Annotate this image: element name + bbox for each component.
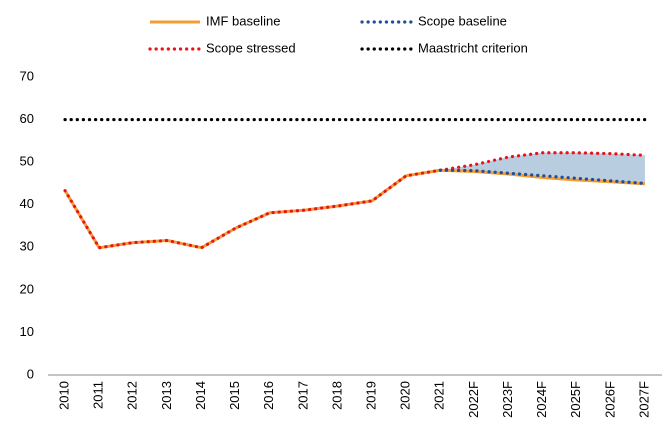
y-tick-label: 70	[20, 68, 34, 83]
y-tick-label: 0	[27, 366, 34, 381]
legend-label: IMF baseline	[206, 13, 280, 28]
y-tick-label: 30	[20, 239, 34, 254]
x-tick-label: 2015	[227, 381, 242, 410]
x-tick-label: 2011	[91, 381, 106, 409]
line-series	[63, 151, 647, 250]
x-tick-label: 2025F	[568, 381, 583, 418]
x-tick-label: 2023F	[500, 381, 515, 418]
x-tick-label: 2018	[329, 381, 344, 410]
x-tick-label: 2027F	[636, 381, 651, 418]
y-tick-label: 10	[20, 324, 34, 339]
y-tick-label: 60	[20, 111, 34, 126]
x-tick-label: 2022F	[466, 381, 481, 418]
legend-label: Scope baseline	[418, 13, 507, 28]
x-tick-label: 2020	[398, 381, 413, 410]
x-tick-label: 2012	[125, 381, 140, 410]
shaded-band	[440, 152, 645, 184]
x-tick-label: 2010	[56, 381, 71, 410]
legend-label: Scope stressed	[206, 40, 296, 55]
y-tick-label: 40	[20, 196, 34, 211]
y-tick-label: 50	[20, 154, 34, 169]
line-series	[63, 168, 646, 250]
legend-label: Maastricht criterion	[418, 40, 528, 55]
x-tick-label: 2016	[261, 381, 276, 410]
y-tick-label: 20	[20, 281, 34, 296]
x-tick-label: 2013	[159, 381, 174, 410]
x-tick-label: 2026F	[602, 381, 617, 418]
x-tick-label: 2017	[295, 381, 310, 410]
x-tick-label: 2024F	[534, 381, 549, 418]
x-tick-label: 2019	[363, 381, 378, 410]
x-tick-label: 2014	[193, 381, 208, 410]
line-series	[438, 168, 647, 186]
x-tick-label: 2021	[432, 381, 447, 410]
